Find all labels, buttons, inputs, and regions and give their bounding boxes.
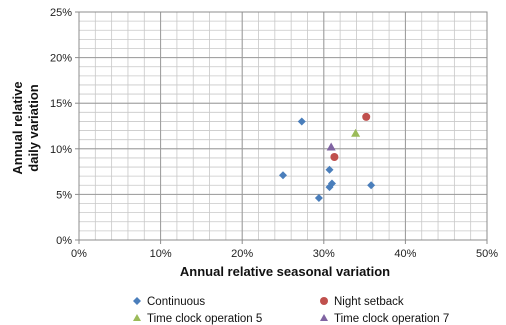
data-point-diamond [325, 165, 334, 174]
legend-label-night-setback: Night setback [334, 296, 404, 308]
data-point-diamond [297, 117, 306, 126]
y-axis-title-line-1: Annual relative [10, 81, 25, 174]
legend-marker-triangle-icon [133, 314, 141, 321]
legend-item-time-clock-7: Time clock operation 7 [320, 313, 449, 325]
legend-item-continuous: Continuous [133, 296, 205, 308]
data-points [279, 112, 376, 203]
legend-marker-circle-icon [320, 297, 328, 305]
data-point-diamond [327, 179, 336, 188]
data-point-diamond [367, 181, 376, 190]
plot-area [78, 11, 488, 241]
legend: Continuous Night setback Time clock oper… [133, 296, 449, 325]
y-axis-title: Annual relative daily variation [10, 81, 41, 174]
y-tick-label: 5% [56, 189, 72, 201]
y-tick-label: 10% [50, 144, 72, 156]
y-tick-label: 20% [50, 53, 72, 65]
legend-label-time-clock-5: Time clock operation 5 [147, 313, 262, 325]
y-axis-title-line-2: daily variation [26, 84, 41, 171]
x-tick-label: 30% [313, 248, 335, 260]
y-tick-label: 25% [50, 7, 72, 19]
legend-item-time-clock-5: Time clock operation 5 [133, 313, 262, 325]
x-tick-label: 0% [71, 248, 87, 260]
x-axis-title: Annual relative seasonal variation [180, 264, 390, 279]
x-tick-label: 50% [476, 248, 498, 260]
y-tick-label: 0% [56, 235, 72, 247]
legend-label-time-clock-7: Time clock operation 7 [334, 313, 449, 325]
legend-label-continuous: Continuous [147, 296, 205, 308]
x-tick-label: 10% [150, 248, 172, 260]
legend-marker-diamond-icon [133, 297, 141, 305]
grid-lines [78, 11, 488, 241]
data-point-circle [362, 112, 371, 121]
axis-ticks: 0% 10% 20% 30% 40% 50% 0% 5% 10% 15% 20% 25% [50, 7, 498, 260]
x-tick-label: 20% [231, 248, 253, 260]
x-tick-label: 40% [394, 248, 416, 260]
data-point-diamond [279, 171, 287, 180]
data-point-circle [330, 153, 339, 162]
legend-item-night-setback: Night setback [320, 296, 404, 308]
data-point-triangle [351, 128, 361, 137]
data-point-diamond [314, 194, 323, 203]
data-point-triangle [326, 142, 336, 151]
legend-marker-triangle-icon [320, 314, 328, 321]
y-tick-label: 15% [50, 98, 72, 110]
